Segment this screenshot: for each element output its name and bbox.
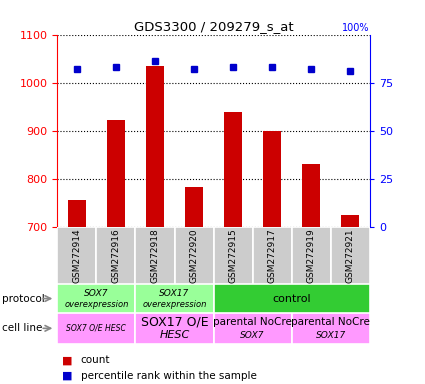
Text: control: control [272, 293, 311, 304]
Text: HESC: HESC [159, 330, 190, 340]
Bar [107, 121, 125, 227]
Text: SOX7: SOX7 [241, 331, 265, 339]
Bar [213, 313, 292, 344]
Text: SOX7 O/E HESC: SOX7 O/E HESC [66, 324, 126, 333]
Bar [264, 131, 281, 227]
Text: overexpression: overexpression [64, 300, 129, 310]
Bar [213, 284, 370, 313]
Bar [292, 313, 370, 344]
Text: GSM272917: GSM272917 [268, 228, 277, 283]
Text: SOX7: SOX7 [84, 289, 109, 298]
Text: count: count [81, 355, 110, 365]
Text: GSM272921: GSM272921 [346, 228, 355, 283]
Bar [136, 227, 175, 284]
Text: GSM272914: GSM272914 [72, 228, 82, 283]
Text: GSM272920: GSM272920 [190, 228, 198, 283]
Bar [96, 227, 136, 284]
Text: SOX17: SOX17 [159, 289, 190, 298]
Bar [185, 187, 203, 227]
Text: SOX17 O/E: SOX17 O/E [141, 315, 208, 328]
Title: GDS3300 / 209279_s_at: GDS3300 / 209279_s_at [134, 20, 293, 33]
Text: 100%: 100% [342, 23, 370, 33]
Text: cell line: cell line [2, 323, 42, 333]
Bar [341, 215, 359, 227]
Text: GSM272919: GSM272919 [307, 228, 316, 283]
Bar [292, 227, 331, 284]
Bar [68, 200, 86, 227]
Text: protocol: protocol [2, 293, 45, 304]
Bar [175, 227, 213, 284]
Bar [57, 284, 136, 313]
Bar [136, 313, 213, 344]
Bar [303, 164, 320, 227]
Bar [331, 227, 370, 284]
Text: ■: ■ [62, 355, 72, 365]
Text: GSM272915: GSM272915 [229, 228, 238, 283]
Text: parental NoCre: parental NoCre [291, 316, 370, 326]
Bar [57, 313, 136, 344]
Bar [224, 113, 242, 227]
Text: parental NoCre: parental NoCre [213, 316, 292, 326]
Bar [57, 227, 96, 284]
Text: percentile rank within the sample: percentile rank within the sample [81, 371, 257, 381]
Bar [136, 284, 213, 313]
Text: overexpression: overexpression [142, 300, 207, 310]
Bar [146, 66, 164, 227]
Text: GSM272916: GSM272916 [111, 228, 120, 283]
Text: SOX17: SOX17 [316, 331, 346, 339]
Bar [213, 227, 252, 284]
Bar [252, 227, 292, 284]
Text: GSM272918: GSM272918 [150, 228, 159, 283]
Text: ■: ■ [62, 371, 72, 381]
